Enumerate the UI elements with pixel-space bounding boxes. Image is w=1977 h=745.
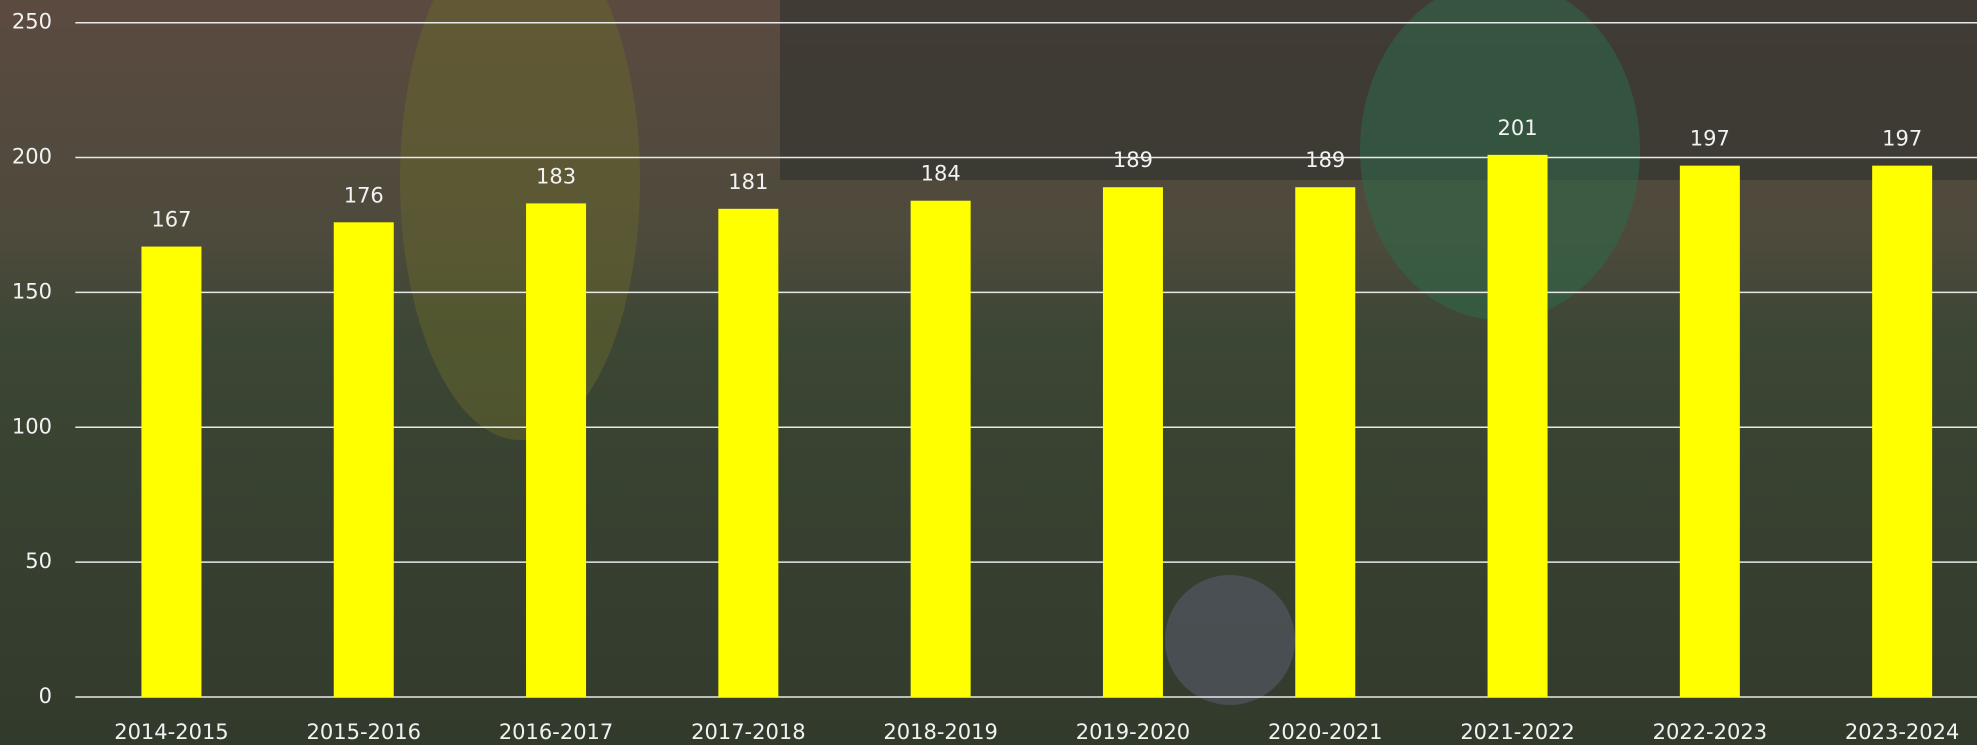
x-tick-label: 2018-2019 (883, 720, 997, 744)
y-tick-label: 200 (12, 145, 52, 169)
data-label: 176 (344, 183, 384, 207)
bar (1295, 187, 1356, 698)
bar (1102, 187, 1163, 698)
bar (1872, 165, 1933, 697)
data-label: 197 (1882, 127, 1922, 151)
data-label: 189 (1113, 148, 1153, 172)
y-tick-label: 100 (12, 414, 52, 438)
x-tick-label: 2023-2024 (1845, 720, 1959, 744)
y-tick-label: 250 (12, 10, 52, 34)
x-tick-label: 2015-2016 (307, 720, 421, 744)
x-tick-label: 2017-2018 (691, 720, 805, 744)
bar (1487, 154, 1548, 697)
data-label: 197 (1690, 127, 1730, 151)
x-tick-label: 2019-2020 (1076, 720, 1190, 744)
bar (526, 203, 587, 697)
x-tick-label: 2020-2021 (1268, 720, 1382, 744)
data-label: 201 (1498, 116, 1538, 140)
x-tick-label: 2014-2015 (114, 720, 228, 744)
data-label: 183 (536, 164, 576, 188)
bar (1679, 165, 1740, 697)
y-tick-label: 150 (12, 279, 52, 303)
y-tick-label: 0 (39, 684, 52, 708)
data-label: 181 (728, 170, 768, 194)
bar (141, 246, 202, 697)
bar (910, 200, 971, 697)
x-tick-label: 2021-2022 (1460, 720, 1574, 744)
y-tick-label: 50 (25, 549, 52, 573)
x-tick-label: 2016-2017 (499, 720, 613, 744)
bar (718, 208, 779, 697)
data-label: 189 (1305, 148, 1345, 172)
bar (333, 222, 394, 698)
data-label: 184 (921, 162, 961, 186)
x-tick-label: 2022-2023 (1653, 720, 1767, 744)
background-ball (1165, 575, 1295, 705)
data-label: 167 (151, 208, 191, 232)
